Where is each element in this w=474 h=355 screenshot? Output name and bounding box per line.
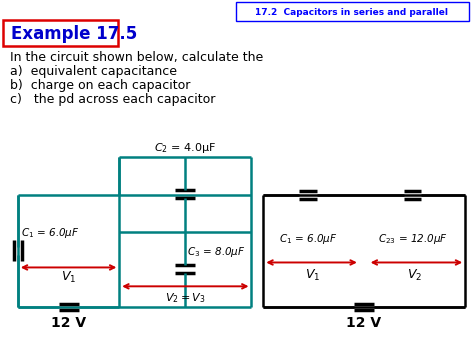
Text: $C_1$ = 6.0μF: $C_1$ = 6.0μF	[21, 226, 80, 240]
Text: c)   the pd across each capacitor: c) the pd across each capacitor	[10, 93, 215, 106]
Text: 12 V: 12 V	[346, 316, 381, 330]
Text: b)  charge on each capacitor: b) charge on each capacitor	[10, 79, 191, 92]
Text: $V_2=V_3$: $V_2=V_3$	[164, 291, 205, 305]
FancyBboxPatch shape	[236, 2, 469, 21]
Text: 12 V: 12 V	[51, 316, 86, 330]
Text: Example 17.5: Example 17.5	[11, 25, 137, 43]
Text: $C_{23}$ = 12.0μF: $C_{23}$ = 12.0μF	[377, 231, 447, 246]
Text: $C_1$ = 6.0μF: $C_1$ = 6.0μF	[279, 231, 337, 246]
Text: $V_1$: $V_1$	[305, 268, 321, 283]
Text: 17.2  Capacitors in series and parallel: 17.2 Capacitors in series and parallel	[255, 7, 448, 17]
Text: $C_3$ = 8.0μF: $C_3$ = 8.0μF	[187, 245, 246, 258]
Text: a)  equivalent capacitance: a) equivalent capacitance	[10, 65, 177, 78]
Text: $V_2$: $V_2$	[407, 268, 422, 283]
Text: In the circuit shown below, calculate the: In the circuit shown below, calculate th…	[10, 51, 263, 64]
Text: $V_1$: $V_1$	[61, 270, 76, 285]
Text: $C_2$ = 4.0μF: $C_2$ = 4.0μF	[154, 141, 216, 155]
FancyBboxPatch shape	[3, 20, 118, 46]
